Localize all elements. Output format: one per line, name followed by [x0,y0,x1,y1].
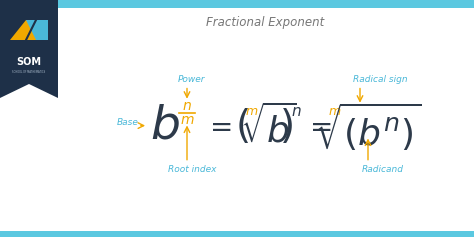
Text: $\mathit{m}$: $\mathit{m}$ [180,113,194,127]
Text: Fractional Exponent: Fractional Exponent [206,15,325,28]
Text: Base: Base [117,118,139,127]
Text: $\mathit{m}$: $\mathit{m}$ [246,105,259,118]
Text: $=$: $=$ [304,112,332,140]
Text: $\mathit{b}$: $\mathit{b}$ [150,103,180,148]
Text: $)$: $)$ [279,107,293,146]
Text: $\mathit{n}$: $\mathit{n}$ [182,99,192,113]
Text: Root index: Root index [168,165,216,174]
Text: Radical sign: Radical sign [353,75,407,84]
Text: SCHOOL OF MATHEMATICS: SCHOOL OF MATHEMATICS [12,70,46,74]
Text: Power: Power [178,75,206,84]
Polygon shape [26,20,48,40]
Text: $\mathit{n}$: $\mathit{n}$ [291,105,301,118]
Text: $\mathit{m}$: $\mathit{m}$ [328,105,342,118]
Text: $\sqrt{\mathit{b}}$: $\sqrt{\mathit{b}}$ [240,104,296,149]
Text: $\sqrt{(\mathit{b}^n)}$: $\sqrt{(\mathit{b}^n)}$ [314,100,421,153]
Text: Radicand: Radicand [362,165,404,174]
Text: SOM: SOM [17,57,42,67]
Bar [0,231,474,237]
Text: $($: $($ [235,107,249,146]
Polygon shape [0,0,58,98]
Polygon shape [10,20,36,40]
Bar [0,0,474,8]
Text: $=$: $=$ [204,112,232,140]
